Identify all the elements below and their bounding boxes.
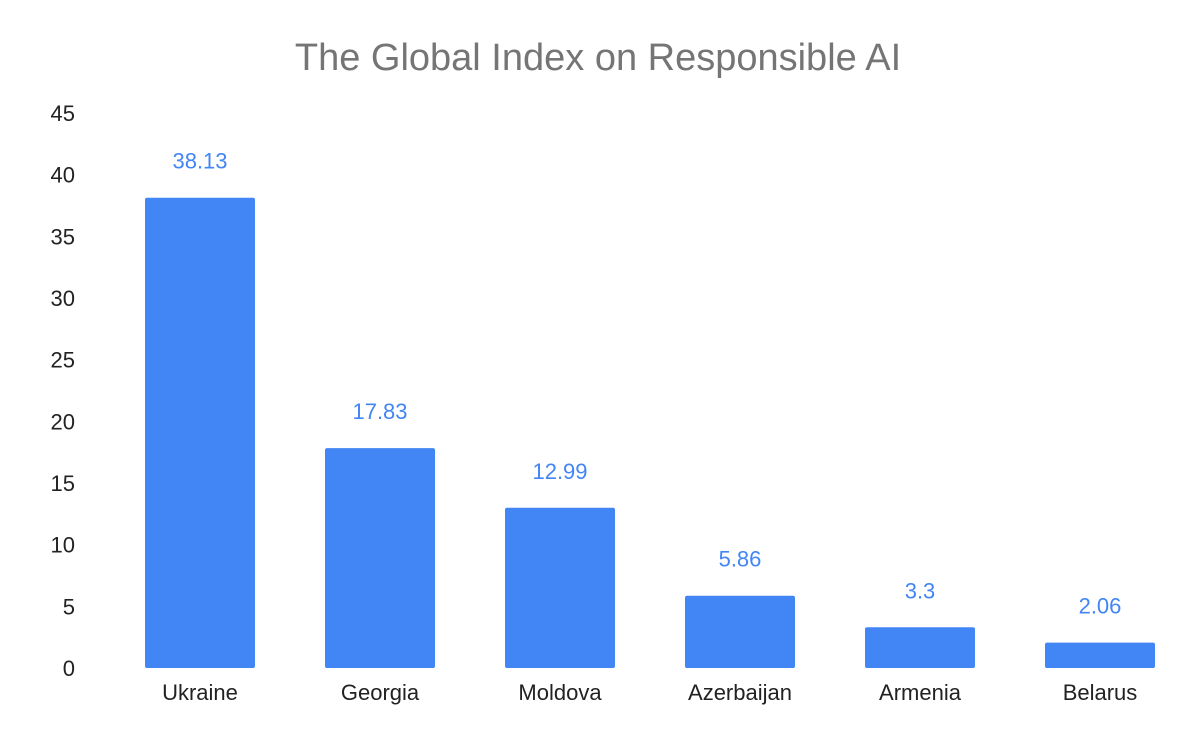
y-tick-label: 15 [51,471,75,496]
chart-title: The Global Index on Responsible AI [295,37,901,79]
y-axis: 0 5 10 15 20 25 30 35 40 45 [51,101,75,681]
data-label: 17.83 [352,399,407,424]
bar-armenia [865,627,975,668]
x-tick-label: Moldova [518,680,602,705]
data-label: 38.13 [172,149,227,174]
y-tick-label: 45 [51,101,75,126]
y-tick-label: 20 [51,409,75,434]
y-tick-label: 30 [51,286,75,311]
data-label: 12.99 [532,459,587,484]
data-label: 3.3 [905,578,936,603]
bar-georgia [325,448,435,668]
y-tick-label: 10 [51,533,75,558]
bar-belarus [1045,642,1155,668]
x-tick-label: Georgia [341,680,420,705]
x-tick-label: Azerbaijan [688,680,792,705]
y-tick-label: 5 [63,594,75,619]
data-label: 5.86 [719,547,762,572]
y-tick-label: 35 [51,224,75,249]
bar-moldova [505,507,615,668]
data-label: 2.06 [1079,594,1122,619]
y-tick-label: 0 [63,656,75,681]
data-labels: 38.13 17.83 12.99 5.86 3.3 2.06 [172,149,1121,619]
y-tick-label: 25 [51,348,75,373]
bar-ukraine [145,197,255,669]
bars [145,197,1155,669]
y-tick-label: 40 [51,163,75,188]
bar-azerbaijan [685,595,795,668]
x-axis: Ukraine Georgia Moldova Azerbaijan Armenia Be… [162,680,1137,705]
x-tick-label: Ukraine [162,680,238,705]
x-tick-label: Armenia [879,680,962,705]
x-tick-label: Belarus [1063,680,1138,705]
